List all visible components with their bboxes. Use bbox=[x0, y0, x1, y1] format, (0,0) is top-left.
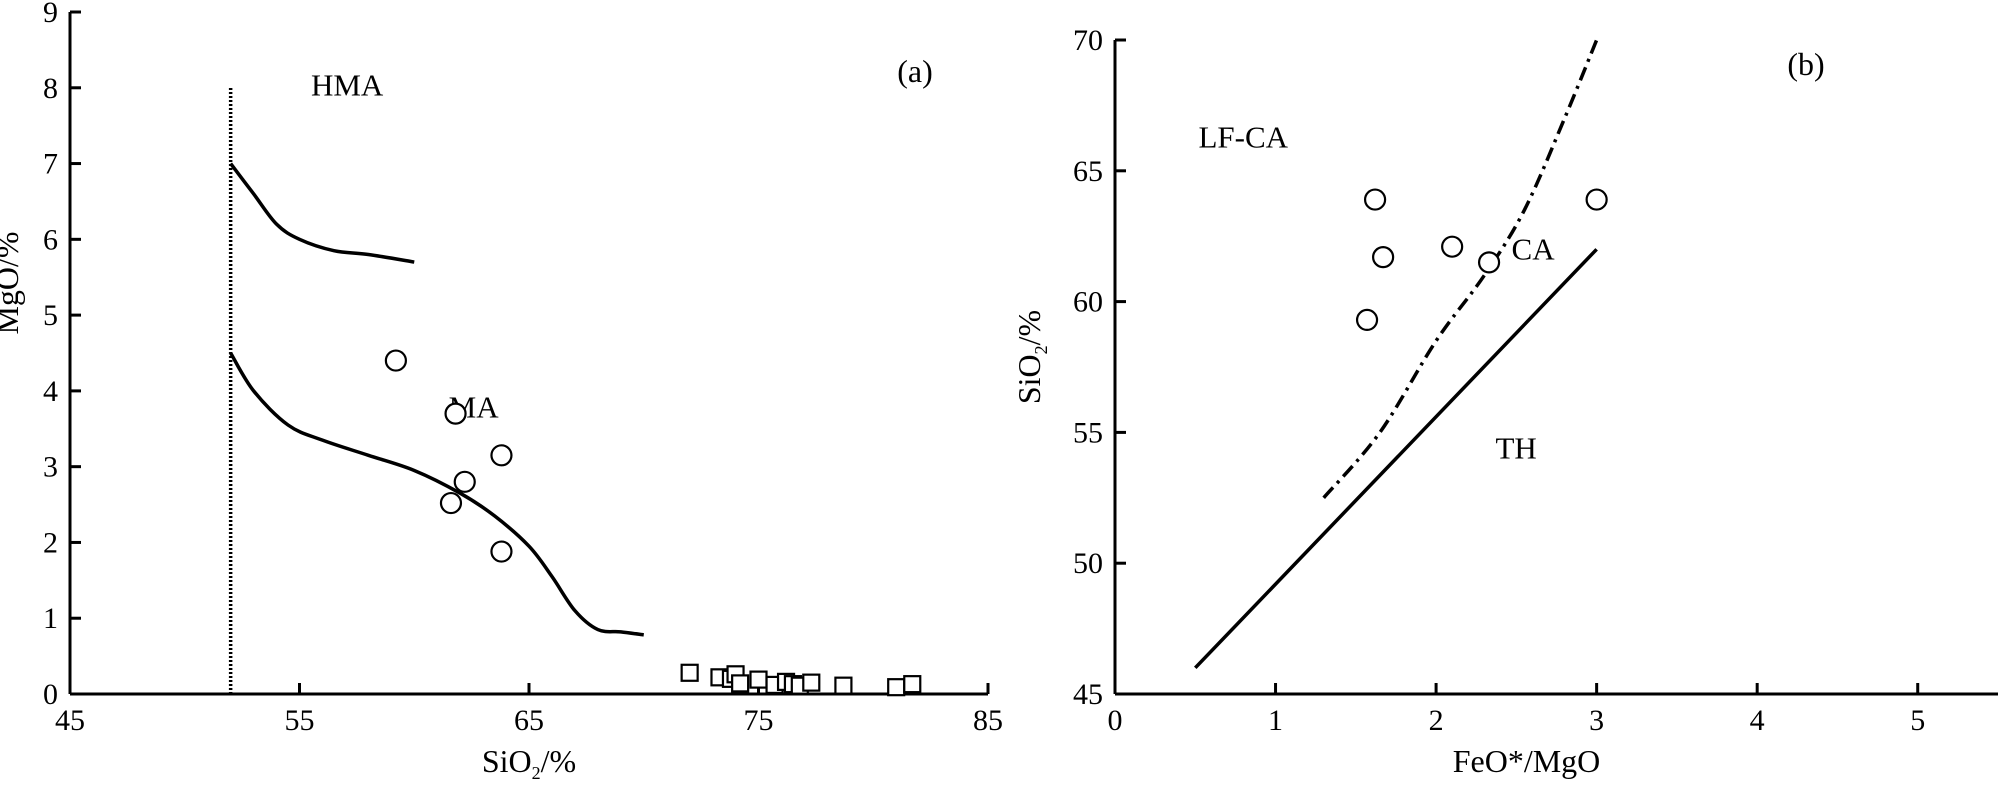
data-point-square bbox=[887, 678, 906, 697]
x-tick-label: 5 bbox=[1910, 704, 1925, 737]
y-tick-label: 4 bbox=[43, 375, 58, 408]
data-point-square bbox=[903, 675, 922, 694]
region-label: TH bbox=[1495, 431, 1536, 466]
y-tick-label: 1 bbox=[43, 602, 58, 635]
boundary-line bbox=[1194, 248, 1598, 670]
x-tick-label: 2 bbox=[1429, 704, 1444, 737]
y-axis-title: MgO/% bbox=[0, 231, 25, 334]
data-point-circle bbox=[1355, 308, 1379, 332]
data-point-circle bbox=[490, 444, 513, 467]
y-tick-label: 60 bbox=[1073, 286, 1103, 319]
x-tick-label: 85 bbox=[973, 704, 1003, 737]
x-tick-label: 65 bbox=[514, 704, 544, 737]
region-label: CA bbox=[1512, 232, 1556, 267]
data-point-square bbox=[749, 670, 768, 689]
x-tick-label: 45 bbox=[55, 704, 85, 737]
y-tick-label: 0 bbox=[43, 678, 58, 711]
boundary-line bbox=[229, 352, 644, 637]
data-point-circle bbox=[1363, 188, 1387, 211]
data-point-square bbox=[834, 676, 853, 695]
data-point-square bbox=[680, 663, 699, 682]
y-tick-label: 7 bbox=[43, 148, 58, 181]
data-point-circle bbox=[439, 491, 463, 515]
data-point-circle bbox=[1585, 188, 1608, 211]
data-point-circle bbox=[384, 349, 407, 372]
x-tick-label: 4 bbox=[1750, 704, 1765, 737]
y-tick-label: 55 bbox=[1073, 416, 1103, 449]
y-axis-title: SiO2/% bbox=[1011, 310, 1051, 404]
y-tick-label: 50 bbox=[1073, 547, 1103, 580]
panel-b-chart: 0 1 2 3 4 5455055606570FeO*/MgOSiO2/%LF-CACAT… bbox=[1011, 24, 1998, 779]
data-point-circle bbox=[453, 470, 476, 493]
data-point-circle bbox=[1477, 251, 1501, 274]
boundary-line bbox=[229, 162, 415, 264]
panel-label: (a) bbox=[897, 53, 933, 89]
panel-label: (b) bbox=[1787, 46, 1824, 82]
x-tick-label: 1 bbox=[1268, 704, 1283, 737]
x-axis-title: FeO*/MgO bbox=[1453, 743, 1601, 779]
region-label: HMA bbox=[311, 67, 384, 102]
x-tick-label: 0 bbox=[1108, 704, 1123, 737]
y-tick-label: 9 bbox=[43, 0, 58, 29]
y-tick-label: 70 bbox=[1073, 24, 1103, 57]
y-tick-label: 6 bbox=[43, 223, 58, 256]
y-tick-label: 8 bbox=[43, 72, 58, 105]
data-point-square bbox=[731, 674, 750, 693]
y-tick-label: 2 bbox=[43, 526, 58, 559]
y-tick-label: 65 bbox=[1073, 155, 1103, 188]
data-point-circle bbox=[490, 540, 513, 563]
data-point-square bbox=[802, 673, 821, 692]
x-tick-label: 3 bbox=[1589, 704, 1604, 737]
y-tick-label: 45 bbox=[1073, 678, 1103, 711]
data-point-circle bbox=[1441, 235, 1464, 258]
x-tick-label: 75 bbox=[744, 704, 774, 737]
x-tick-label: 55 bbox=[285, 704, 315, 737]
region-label: LF-CA bbox=[1198, 119, 1288, 154]
boundary-line bbox=[1322, 39, 1599, 499]
y-tick-label: 3 bbox=[43, 451, 58, 484]
y-tick-label: 5 bbox=[43, 299, 58, 332]
data-point-circle bbox=[1372, 246, 1395, 269]
data-point-circle bbox=[444, 402, 467, 425]
x-axis-title: SiO2/% bbox=[482, 743, 576, 783]
